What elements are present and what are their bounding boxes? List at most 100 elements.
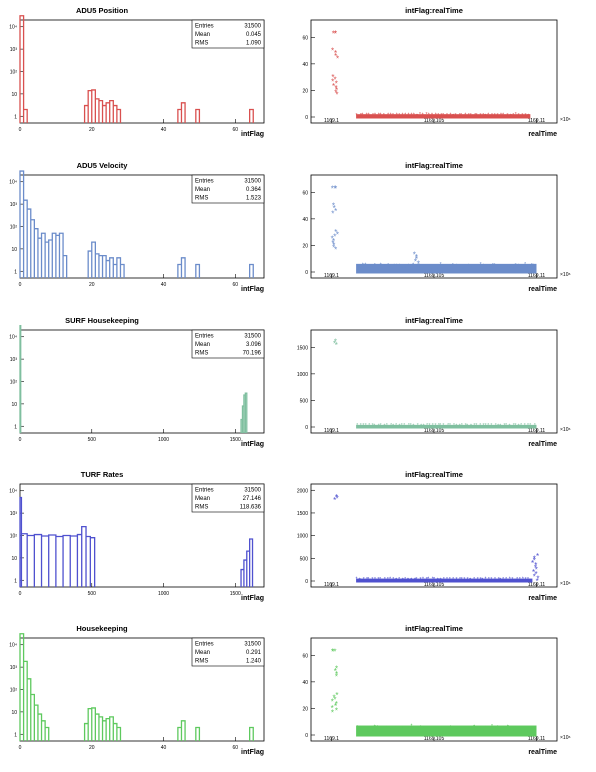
data-point: *: [414, 577, 416, 583]
y-tick-label: 40: [302, 62, 308, 68]
data-point: *: [372, 266, 374, 272]
data-point: *: [491, 724, 493, 730]
data-point: *: [484, 725, 486, 731]
data-band: [356, 263, 537, 274]
data-point: *: [480, 262, 482, 268]
data-point: *: [428, 113, 430, 119]
chart-1-scatter: intFlag:realTime 0 20 40 60 1169.1 1169.105 116…: [302, 6, 570, 138]
data-point: *: [497, 725, 499, 731]
x-tick-label: 1169.11: [528, 582, 546, 588]
data-point: *: [502, 113, 504, 119]
x-tick-label: 1000: [158, 437, 169, 443]
y-tick-label: 20: [302, 243, 308, 249]
x-tick-label: 0: [19, 282, 22, 288]
data-point: *: [361, 113, 363, 119]
chart-8-histogram: Housekeeping 1 10 10² 10³ 10⁴ 0 20 40 60 Entries 31…: [9, 624, 265, 756]
data-point: *: [464, 266, 466, 272]
x-tick-label: 0: [19, 591, 22, 597]
data-point: *: [460, 113, 462, 119]
data-cluster: ****************************************…: [356, 112, 531, 119]
x-tick-label: 1500: [230, 437, 241, 443]
data-point: *: [437, 113, 439, 119]
data-point: *: [389, 577, 391, 583]
data-point: *: [452, 729, 454, 735]
data-band: [356, 114, 531, 119]
data-point: *: [515, 112, 517, 118]
data-point: *: [502, 728, 504, 734]
data-point: *: [335, 80, 338, 89]
stats-label: Entries: [195, 179, 214, 185]
stats-box-frame: [191, 637, 265, 667]
data-point: *: [366, 729, 368, 735]
data-point: *: [422, 577, 424, 583]
y-tick-label: 10: [11, 92, 17, 98]
x-tick-label: 1169.1: [324, 582, 339, 588]
stats-label: Entries: [195, 642, 214, 648]
x-tick-label: 0: [19, 437, 22, 443]
data-point: *: [334, 228, 337, 237]
chart-2-histogram: ADU5 Velocity 1 10 10² 10³ 10⁴ 0 20 40 60 Entries 3…: [9, 161, 265, 293]
y-tick-label: 40: [302, 680, 308, 686]
x-axis-label: intFlag: [241, 749, 264, 756]
data-point: *: [476, 113, 478, 119]
data-point: *: [410, 577, 412, 583]
data-point: *: [481, 577, 483, 583]
data-point: *: [431, 267, 433, 273]
data-point: *: [336, 230, 339, 239]
data-point: *: [459, 577, 461, 583]
data-point: *: [331, 210, 334, 219]
data-point: *: [509, 730, 511, 736]
data-point: *: [331, 239, 334, 248]
data-point: *: [465, 423, 467, 429]
data-point: *: [396, 113, 398, 119]
data-point: *: [531, 727, 533, 733]
data-point: *: [365, 423, 367, 429]
x-tick-label: 40: [161, 127, 167, 133]
stats-value: 0.045: [246, 32, 262, 38]
data-point: *: [534, 423, 536, 429]
data-point: *: [507, 113, 509, 119]
data-point: *: [470, 423, 472, 429]
data-point: *: [396, 264, 398, 270]
data-point: *: [498, 267, 500, 273]
stats-value: 27.146: [243, 496, 262, 502]
data-point: *: [494, 727, 496, 733]
data-point: *: [480, 725, 482, 731]
data-point: *: [470, 113, 472, 119]
data-point: *: [331, 77, 334, 86]
data-point: *: [334, 702, 337, 711]
data-point: *: [383, 113, 385, 119]
plot-frame: [310, 329, 558, 434]
data-point: *: [416, 113, 418, 119]
data-point: *: [378, 112, 380, 118]
data-point: *: [532, 263, 534, 269]
y-tick-label: 2000: [297, 488, 308, 494]
data-point: *: [373, 423, 375, 429]
data-point: *: [413, 113, 415, 119]
data-point: *: [374, 577, 376, 583]
data-band: [356, 578, 533, 583]
y-tick-label: 10³: [10, 511, 18, 517]
y-tick-label: 0: [305, 115, 308, 121]
stats-label: Mean: [195, 32, 210, 38]
data-point: *: [380, 262, 382, 268]
data-point: *: [504, 266, 506, 272]
data-point: *: [447, 268, 449, 274]
data-point: *: [536, 552, 539, 561]
data-point: *: [364, 263, 366, 269]
chart-6-histogram: TURF Rates 1 10 10² 10³ 10⁴ 0 500 1000 1500 Entrie…: [9, 470, 265, 602]
data-point: *: [377, 267, 379, 273]
data-point: *: [521, 730, 523, 736]
data-point: *: [438, 730, 440, 736]
data-point: *: [335, 691, 338, 700]
data-point: *: [533, 557, 536, 566]
data-point: *: [411, 112, 413, 118]
data-point: *: [335, 493, 338, 502]
data-point: *: [333, 184, 336, 193]
data-point: *: [527, 113, 529, 119]
chart-title: TURF Rates: [81, 470, 124, 479]
data-point: *: [392, 727, 394, 733]
y-tick-label: 0: [305, 733, 308, 739]
data-point: *: [437, 267, 439, 273]
stats-label: Mean: [195, 187, 210, 193]
